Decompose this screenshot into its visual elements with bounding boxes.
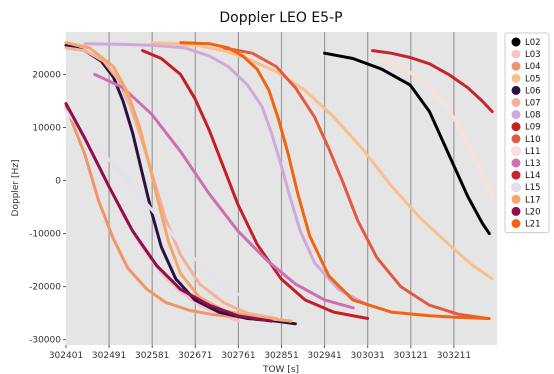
legend-marker — [511, 110, 521, 120]
legend-label: L05 — [525, 74, 541, 84]
legend-marker — [511, 219, 521, 228]
legend-marker — [511, 61, 521, 71]
legend-marker — [511, 170, 521, 180]
legend-label: L09 — [525, 123, 541, 133]
series-l15 — [64, 110, 240, 297]
series-l05 — [150, 41, 494, 281]
legend-marker — [511, 73, 521, 83]
legend-label: L14 — [525, 171, 541, 181]
legend-marker — [511, 194, 521, 204]
legend-label: L11 — [525, 147, 541, 157]
y-tick-label: 0 — [55, 177, 61, 187]
legend-marker — [511, 49, 521, 59]
x-tick-label: 302941 — [307, 351, 341, 361]
y-tick-label: -30000 — [29, 336, 61, 346]
y-axis-label: Doppler [Hz] — [11, 160, 21, 217]
series-l09 — [141, 49, 370, 320]
legend-label: L04 — [525, 62, 541, 72]
x-tick-label: 302491 — [92, 351, 126, 361]
chart-title: Doppler LEO E5-P — [219, 10, 342, 26]
legend-label: L02 — [525, 38, 541, 48]
axes: 302401 302491 302581 302671 302761 302851 3029… — [29, 70, 471, 361]
series-l04 — [64, 104, 240, 319]
x-tick-label: 303121 — [394, 351, 428, 361]
legend-marker — [511, 158, 521, 168]
legend-marker — [511, 98, 521, 107]
legend-label: L08 — [525, 111, 541, 121]
legend-marker — [511, 85, 521, 95]
series-l20 — [64, 102, 273, 323]
legend-label: L20 — [525, 207, 541, 217]
x-tick-label: 302401 — [49, 351, 83, 361]
y-tick-label: 20000 — [32, 70, 61, 80]
x-tick-label: 302671 — [178, 351, 212, 361]
x-tick-label: 303031 — [351, 351, 385, 361]
legend-label: L06 — [525, 86, 541, 96]
y-tick-label: -20000 — [29, 283, 61, 293]
legend-label: L13 — [525, 159, 541, 169]
legend-marker — [511, 206, 521, 216]
series-l08 — [83, 42, 370, 307]
legend-marker — [511, 134, 521, 144]
legend: L02 L03 L04 L05 L06 L07 L08 L09 L10 L11 L13 L14 L15 L… — [504, 32, 550, 234]
legend-label: L17 — [525, 195, 541, 205]
x-axis-label: TOW [s] — [262, 365, 299, 374]
data-series-layer — [64, 41, 494, 326]
legend-label: L21 — [525, 220, 541, 230]
x-tick-label: 303211 — [437, 351, 471, 361]
series-l21 — [179, 41, 491, 320]
series-l10 — [222, 46, 489, 320]
x-tick-label: 302581 — [135, 351, 169, 361]
series-l13 — [93, 72, 355, 310]
series-l14 — [371, 49, 494, 114]
legend-label: L03 — [525, 50, 541, 60]
x-tick-label: 302851 — [264, 351, 298, 361]
legend-marker — [511, 146, 521, 156]
legend-marker — [511, 182, 521, 192]
x-tick-label: 302761 — [221, 351, 255, 361]
legend-label: L07 — [525, 99, 541, 109]
legend-marker — [511, 37, 521, 47]
series-l11 — [375, 57, 494, 198]
series-l02 — [323, 51, 491, 236]
legend-label: L10 — [525, 135, 541, 145]
legend-marker — [511, 122, 521, 132]
y-tick-label: 10000 — [32, 123, 61, 133]
y-tick-label: -10000 — [29, 230, 61, 240]
legend-label: L15 — [525, 183, 541, 193]
